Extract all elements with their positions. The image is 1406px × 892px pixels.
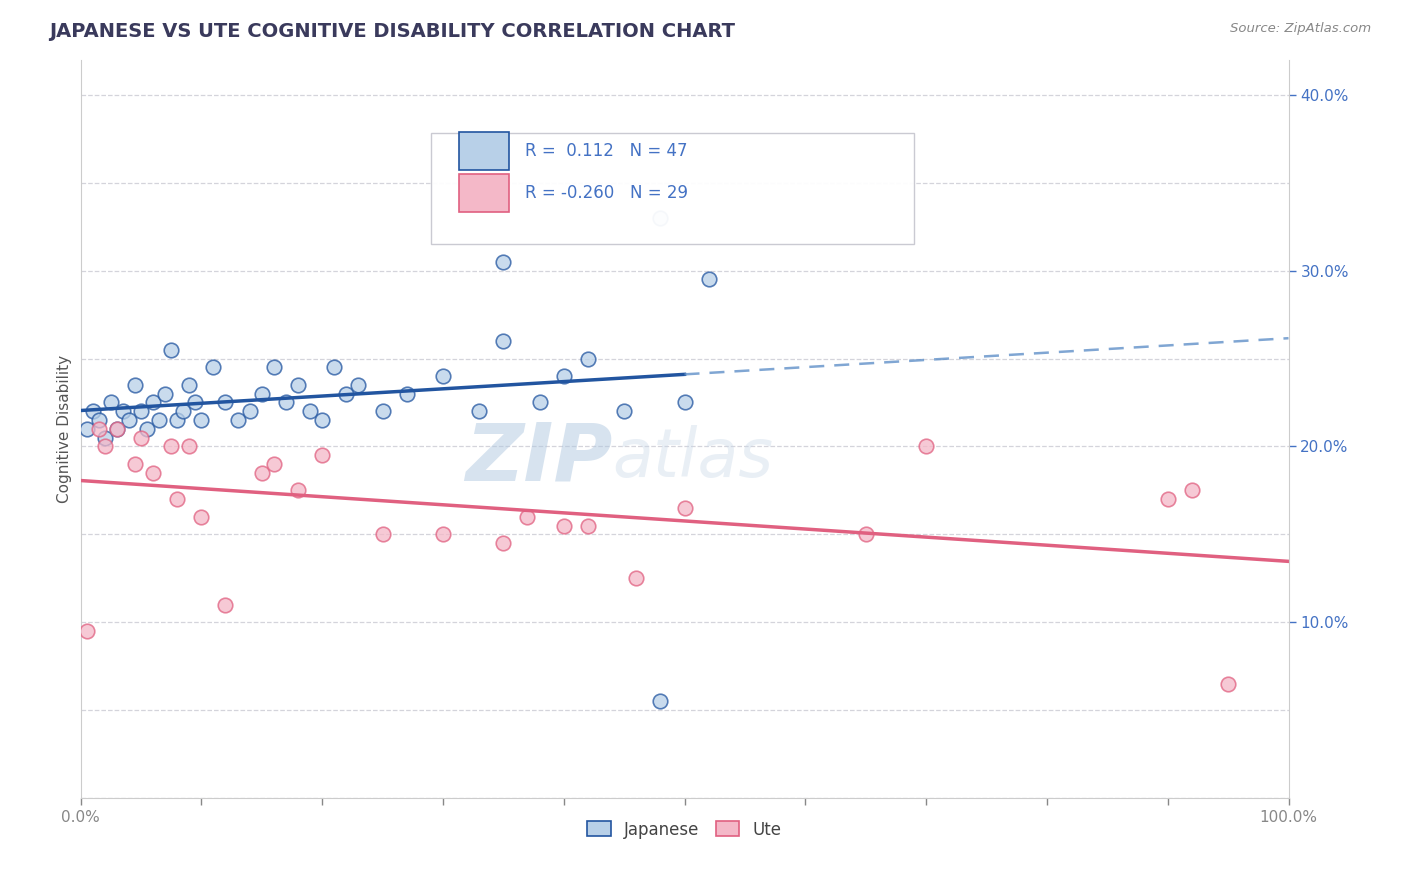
Point [105, 422, 128, 436]
Point [179, 378, 201, 392]
Point [93, 440, 115, 454]
Point [1157, 492, 1180, 507]
Point [432, 527, 454, 541]
FancyBboxPatch shape [430, 134, 914, 244]
Point [76, 624, 98, 638]
Point [148, 413, 170, 427]
Point [263, 360, 285, 375]
Point [323, 360, 346, 375]
Legend: Japanese, Ute: Japanese, Ute [581, 814, 789, 846]
Point [650, 211, 672, 225]
Point [226, 413, 249, 427]
Point [111, 404, 134, 418]
Point [335, 386, 357, 401]
Point [129, 431, 152, 445]
Point [82, 404, 104, 418]
Point [553, 518, 575, 533]
Point [274, 395, 297, 409]
Point [202, 360, 225, 375]
Point [87, 422, 110, 436]
Point [118, 413, 141, 427]
Point [311, 448, 333, 462]
Point [76, 422, 98, 436]
Point [347, 378, 370, 392]
Point [492, 536, 515, 550]
Point [214, 598, 236, 612]
Point [673, 501, 696, 516]
Point [553, 369, 575, 384]
Point [650, 694, 672, 708]
Point [371, 527, 394, 541]
Point [250, 386, 273, 401]
Point [673, 395, 696, 409]
Point [492, 334, 515, 348]
Point [129, 404, 152, 418]
Point [395, 386, 418, 401]
Point [1216, 677, 1239, 691]
Point [124, 378, 146, 392]
Point [287, 483, 309, 498]
Text: Source: ZipAtlas.com: Source: ZipAtlas.com [1230, 22, 1371, 36]
Point [105, 422, 128, 436]
Point [624, 571, 647, 585]
Point [250, 466, 273, 480]
Point [576, 351, 599, 366]
Point [311, 413, 333, 427]
Point [468, 404, 491, 418]
Point [179, 440, 201, 454]
Point [492, 255, 515, 269]
Point [1181, 483, 1204, 498]
Point [93, 431, 115, 445]
Text: R = -0.260   N = 29: R = -0.260 N = 29 [524, 185, 688, 202]
Point [214, 395, 236, 409]
Point [166, 413, 188, 427]
Point [124, 457, 146, 471]
Text: JAPANESE VS UTE COGNITIVE DISABILITY CORRELATION CHART: JAPANESE VS UTE COGNITIVE DISABILITY COR… [49, 22, 735, 41]
FancyBboxPatch shape [458, 132, 509, 170]
Point [184, 395, 207, 409]
Point [432, 369, 454, 384]
Point [915, 440, 938, 454]
Point [516, 509, 538, 524]
Point [371, 404, 394, 418]
Point [299, 404, 322, 418]
Point [529, 395, 551, 409]
Point [87, 413, 110, 427]
Point [613, 404, 636, 418]
Point [153, 386, 176, 401]
FancyBboxPatch shape [458, 174, 509, 212]
Point [190, 413, 212, 427]
Point [190, 509, 212, 524]
Point [160, 440, 183, 454]
Point [136, 422, 159, 436]
Point [576, 518, 599, 533]
Point [160, 343, 183, 357]
Text: R =  0.112   N = 47: R = 0.112 N = 47 [524, 142, 688, 161]
Text: ZIP: ZIP [464, 419, 612, 498]
Point [697, 272, 720, 286]
Point [287, 378, 309, 392]
Point [100, 395, 122, 409]
Text: atlas: atlas [612, 425, 773, 491]
Point [239, 404, 262, 418]
Point [142, 395, 165, 409]
Point [263, 457, 285, 471]
Point [172, 404, 194, 418]
Point [166, 492, 188, 507]
Point [855, 527, 877, 541]
Y-axis label: Cognitive Disability: Cognitive Disability [58, 355, 72, 503]
Point [142, 466, 165, 480]
